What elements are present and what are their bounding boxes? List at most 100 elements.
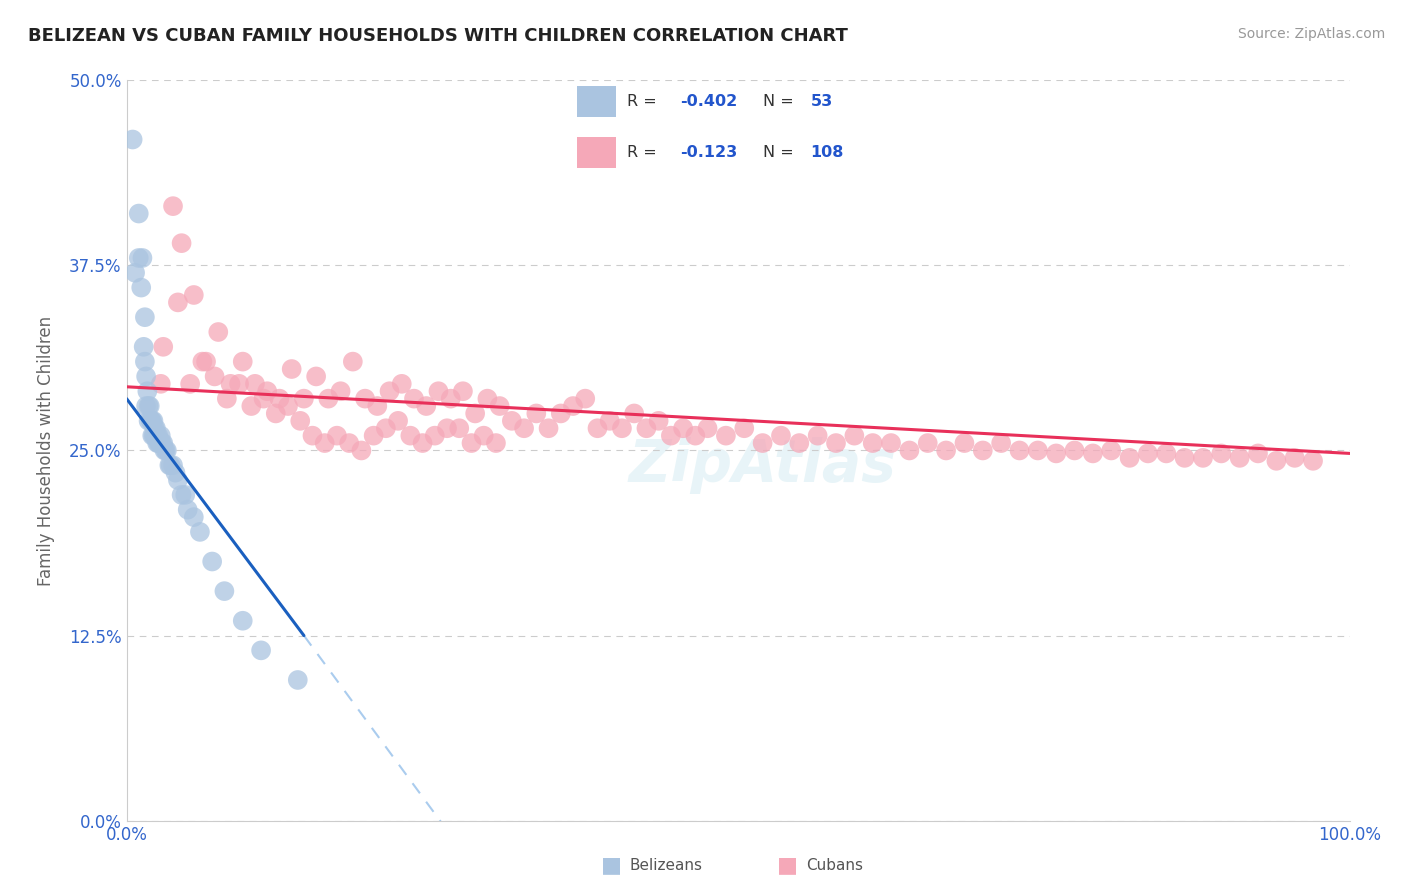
- Point: [436, 421, 458, 435]
- Point: [787, 436, 810, 450]
- Point: [139, 414, 162, 428]
- Point: [427, 384, 450, 399]
- Point: [917, 436, 939, 450]
- Point: [139, 399, 162, 413]
- Point: [145, 421, 167, 435]
- Point: [232, 614, 254, 628]
- Point: [135, 399, 157, 413]
- Point: [342, 354, 364, 368]
- Point: [145, 428, 167, 442]
- Text: Source: ZipAtlas.com: Source: ZipAtlas.com: [1237, 27, 1385, 41]
- Point: [1302, 454, 1324, 468]
- Point: [232, 354, 254, 368]
- Point: [477, 392, 499, 406]
- Text: -0.123: -0.123: [681, 145, 738, 161]
- Point: [647, 414, 669, 428]
- Point: [1026, 443, 1049, 458]
- Point: [174, 488, 197, 502]
- Point: [183, 510, 205, 524]
- Point: [139, 414, 162, 428]
- Point: [524, 407, 547, 421]
- Point: [1081, 446, 1104, 460]
- Point: [990, 436, 1012, 450]
- Point: [953, 436, 976, 450]
- Point: [219, 376, 242, 391]
- Text: ■: ■: [602, 855, 621, 875]
- Point: [207, 325, 229, 339]
- Point: [243, 376, 266, 391]
- Point: [250, 643, 273, 657]
- Point: [256, 384, 278, 399]
- Y-axis label: Family Households with Children: Family Households with Children: [37, 316, 55, 585]
- Point: [318, 392, 340, 406]
- Point: [537, 421, 560, 435]
- Point: [204, 369, 226, 384]
- Point: [329, 384, 352, 399]
- Point: [280, 362, 302, 376]
- Text: Cubans: Cubans: [806, 858, 863, 872]
- Point: [1136, 446, 1159, 460]
- Point: [378, 384, 401, 399]
- Point: [162, 458, 184, 473]
- Point: [287, 673, 309, 687]
- Point: [513, 421, 536, 435]
- Point: [423, 428, 446, 442]
- Point: [610, 421, 633, 435]
- Point: [1063, 443, 1085, 458]
- Point: [1174, 450, 1197, 465]
- Point: [574, 392, 596, 406]
- Point: [148, 436, 170, 450]
- Point: [277, 399, 299, 413]
- Point: [636, 421, 658, 435]
- Point: [440, 392, 463, 406]
- Text: Belizeans: Belizeans: [630, 858, 703, 872]
- Point: [138, 399, 160, 413]
- Point: [149, 428, 172, 442]
- Point: [152, 340, 174, 354]
- Point: [177, 502, 200, 516]
- Text: R =: R =: [627, 145, 662, 161]
- Point: [1265, 454, 1288, 468]
- Point: [350, 443, 373, 458]
- Point: [290, 414, 312, 428]
- Point: [292, 392, 315, 406]
- Point: [269, 392, 291, 406]
- Point: [142, 428, 165, 442]
- Point: [1118, 450, 1140, 465]
- Point: [714, 428, 737, 442]
- Point: [252, 392, 274, 406]
- Point: [1045, 446, 1067, 460]
- Point: [451, 384, 474, 399]
- Point: [156, 443, 179, 458]
- Point: [146, 436, 169, 450]
- Point: [844, 428, 866, 442]
- Point: [143, 428, 166, 442]
- Point: [139, 414, 162, 428]
- Point: [165, 466, 187, 480]
- Point: [1099, 443, 1122, 458]
- Point: [134, 354, 156, 368]
- Point: [149, 376, 172, 391]
- Point: [195, 354, 218, 368]
- Point: [129, 280, 152, 294]
- Point: [898, 443, 921, 458]
- Point: [305, 369, 328, 384]
- Point: [1008, 443, 1031, 458]
- Text: N =: N =: [763, 145, 799, 161]
- Point: [696, 421, 718, 435]
- Point: [1192, 450, 1215, 465]
- Point: [586, 421, 609, 435]
- Point: [472, 428, 495, 442]
- Point: [825, 436, 848, 450]
- Point: [354, 392, 377, 406]
- Point: [599, 414, 621, 428]
- Point: [214, 584, 236, 599]
- Point: [159, 458, 181, 473]
- Point: [167, 473, 190, 487]
- Point: [301, 428, 323, 442]
- Text: ZipAtlas: ZipAtlas: [628, 437, 897, 494]
- Point: [264, 407, 287, 421]
- Point: [191, 354, 214, 368]
- Point: [337, 436, 360, 450]
- Text: 53: 53: [810, 94, 832, 109]
